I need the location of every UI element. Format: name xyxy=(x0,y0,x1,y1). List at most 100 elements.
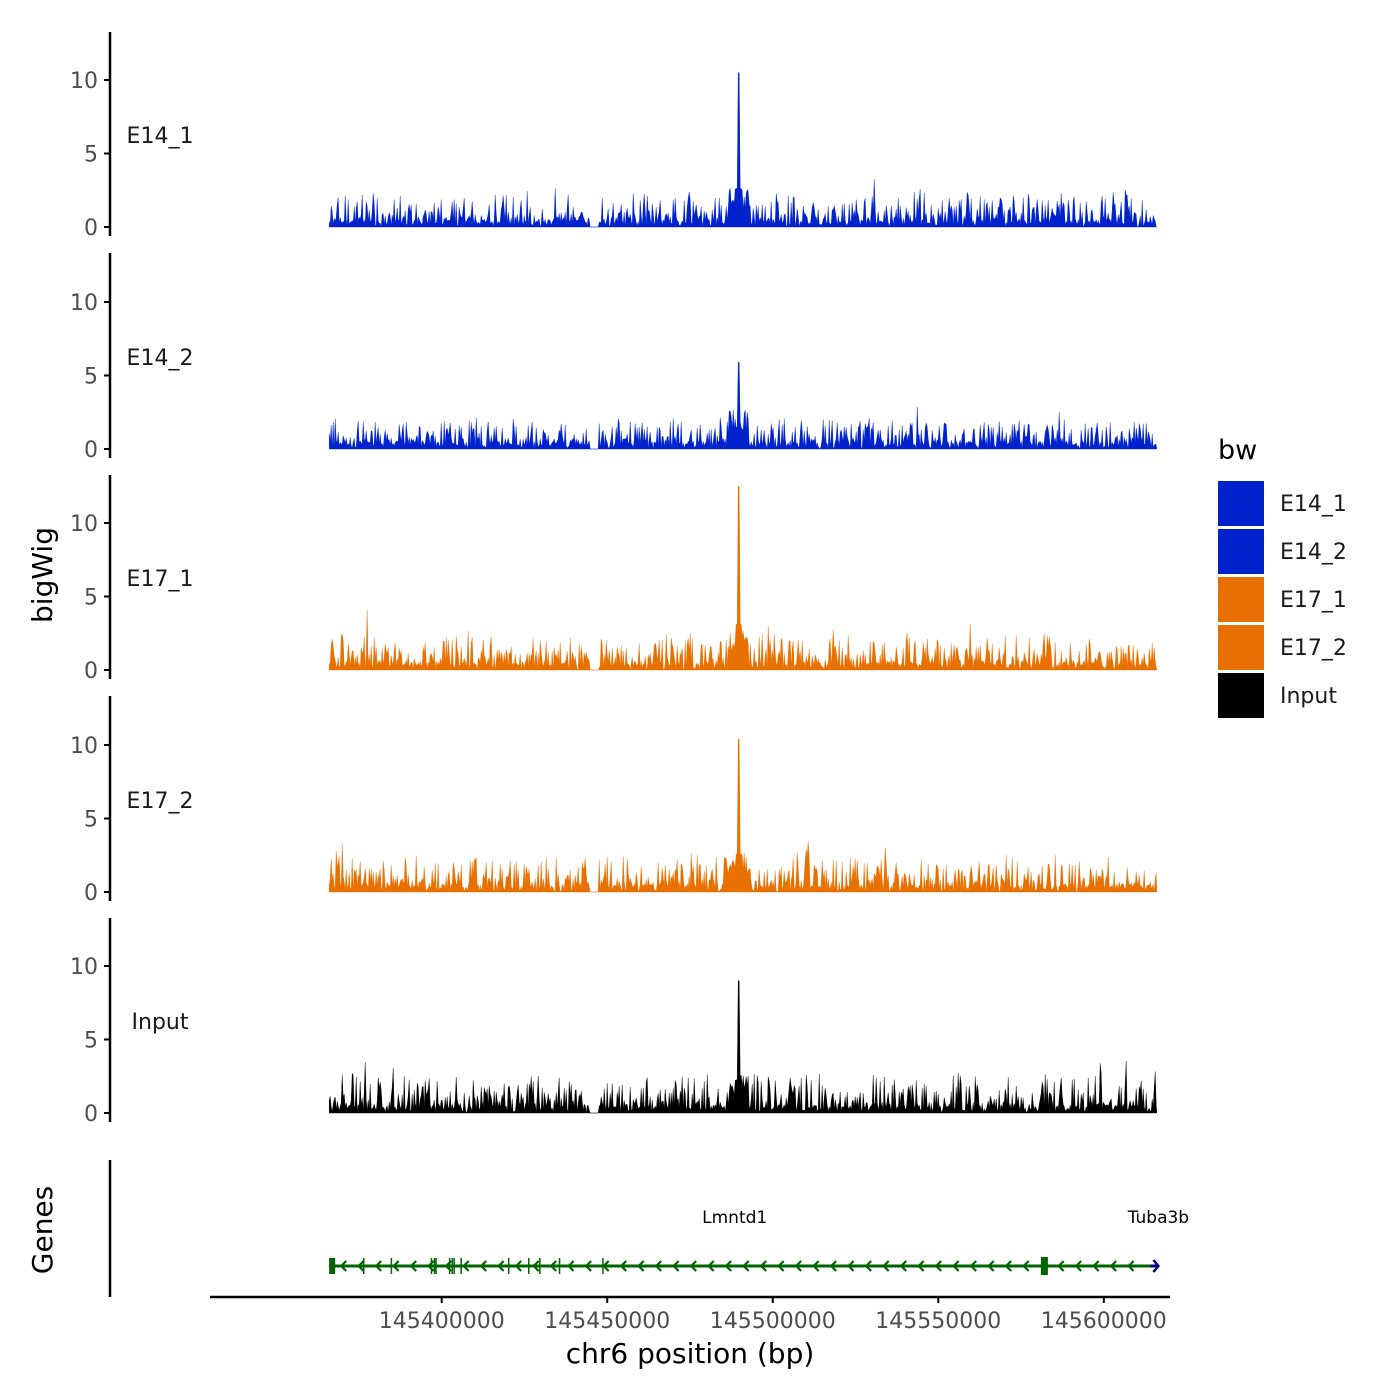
legend-swatch xyxy=(1218,481,1264,526)
gene-track: Lmntd1 Tuba3b xyxy=(108,1160,1189,1297)
track-e17-1: 0 5 10 E17_1 xyxy=(70,475,1158,684)
y-tick-label: 0 xyxy=(84,659,98,684)
strand-arrow xyxy=(409,1260,417,1272)
y-tick-label: 0 xyxy=(84,881,98,906)
x-axis: 145400000 145450000 145500000 145550000 1456… xyxy=(210,1295,1170,1334)
legend-item: Input xyxy=(1218,673,1337,718)
x-tick-label: 145550000 xyxy=(875,1309,1001,1334)
legend-label: E14_2 xyxy=(1280,540,1347,565)
strand-arrow xyxy=(759,1260,767,1272)
strand-arrow xyxy=(654,1260,662,1272)
gene-label: Tuba3b xyxy=(1127,1208,1189,1228)
strand-arrow xyxy=(794,1260,802,1272)
strand-arrow xyxy=(479,1260,487,1272)
strand-arrow xyxy=(392,1260,400,1272)
exon xyxy=(1040,1257,1048,1275)
strand-arrow xyxy=(1127,1260,1135,1272)
legend-item: E17_2 xyxy=(1218,625,1347,670)
strand-arrow xyxy=(514,1260,522,1272)
legend-swatch xyxy=(1218,673,1264,718)
strand-arrow xyxy=(427,1260,435,1272)
strand-arrow xyxy=(742,1260,750,1272)
signal-area-e14-1 xyxy=(329,72,1157,228)
gene-tuba3b: Tuba3b xyxy=(1127,1208,1189,1273)
strand-arrow xyxy=(1004,1260,1012,1272)
y-tick-label: 10 xyxy=(70,734,98,759)
strand-arrow xyxy=(567,1260,575,1272)
track-label: E14_1 xyxy=(127,124,194,149)
y-tick-label: 5 xyxy=(84,143,98,168)
y-tick-label: 5 xyxy=(84,1029,98,1054)
strand-arrow xyxy=(777,1260,785,1272)
strand-arrow xyxy=(969,1260,977,1272)
x-tick-label: 145400000 xyxy=(379,1309,505,1334)
legend-label: Input xyxy=(1280,684,1337,709)
strand-arrow xyxy=(1074,1260,1082,1272)
track-label: E14_2 xyxy=(127,346,194,371)
strand-arrow xyxy=(532,1260,540,1272)
legend-item: E14_1 xyxy=(1218,481,1347,526)
strand-arrow xyxy=(952,1260,960,1272)
y-tick-label: 10 xyxy=(70,69,98,94)
legend-label: E17_1 xyxy=(1280,588,1347,613)
y-axis-title: bigWig xyxy=(26,527,59,623)
signal-area-input xyxy=(329,980,1158,1114)
track-label: E17_1 xyxy=(127,567,194,592)
strand-arrow xyxy=(619,1260,627,1272)
strand-arrow xyxy=(847,1260,855,1272)
x-axis-title: chr6 position (bp) xyxy=(566,1337,815,1370)
bigwig-tracks: 0 5 10 E14_1 0 5 10 E14_2 0 5 10 E17_1 0 5 10 E17_2 0 5 10… xyxy=(70,32,1158,1127)
legend-title: bw xyxy=(1218,435,1257,466)
legend-label: E14_1 xyxy=(1280,492,1347,517)
strand-arrow xyxy=(549,1260,557,1272)
strand-arrow xyxy=(672,1260,680,1272)
legend-swatch xyxy=(1218,625,1264,670)
strand-arrow xyxy=(637,1260,645,1272)
strand-arrow xyxy=(444,1260,452,1272)
strand-arrow xyxy=(1022,1260,1030,1272)
strand-arrow xyxy=(462,1260,470,1272)
legend-swatch xyxy=(1218,577,1264,622)
strand-arrow xyxy=(374,1260,382,1272)
strand-arrow xyxy=(899,1260,907,1272)
legend-item: E14_2 xyxy=(1218,529,1347,574)
strand-arrow xyxy=(602,1260,610,1272)
x-tick-label: 145600000 xyxy=(1041,1309,1167,1334)
y-tick-label: 5 xyxy=(84,365,98,390)
strand-arrow xyxy=(934,1260,942,1272)
legend-label: E17_2 xyxy=(1280,636,1347,661)
strand-arrow xyxy=(917,1260,925,1272)
x-tick-label: 145500000 xyxy=(710,1309,836,1334)
strand-arrow xyxy=(1092,1260,1100,1272)
track-label: E17_2 xyxy=(127,789,194,814)
strand-arrow xyxy=(1152,1259,1161,1273)
strand-arrow xyxy=(339,1260,347,1272)
x-tick-label: 145450000 xyxy=(544,1309,670,1334)
legend: bw E14_1 E14_2 E17_1 E17_2 Input xyxy=(1218,435,1347,718)
gene-label: Lmntd1 xyxy=(702,1208,767,1228)
track-label: Input xyxy=(132,1010,189,1035)
strand-arrow xyxy=(1039,1260,1047,1272)
strand-arrow xyxy=(1109,1260,1117,1272)
strand-arrow xyxy=(689,1260,697,1272)
strand-arrow xyxy=(829,1260,837,1272)
y-tick-label: 10 xyxy=(70,512,98,537)
y-tick-label: 0 xyxy=(84,1102,98,1127)
strand-arrow xyxy=(357,1260,365,1272)
genes-axis-title: Genes xyxy=(26,1186,59,1274)
track-e17-2: 0 5 10 E17_2 xyxy=(70,696,1158,906)
strand-arrow xyxy=(864,1260,872,1272)
strand-arrow xyxy=(497,1260,505,1272)
legend-item: E17_1 xyxy=(1218,577,1347,622)
strand-arrow xyxy=(812,1260,820,1272)
gene-lmntd1: Lmntd1 xyxy=(329,1208,1151,1275)
y-tick-label: 0 xyxy=(84,216,98,241)
strand-arrow xyxy=(724,1260,732,1272)
strand-arrow xyxy=(584,1260,592,1272)
y-tick-label: 5 xyxy=(84,808,98,833)
signal-area-e14-2 xyxy=(329,362,1158,450)
y-tick-label: 5 xyxy=(84,586,98,611)
strand-arrow xyxy=(987,1260,995,1272)
y-tick-label: 0 xyxy=(84,438,98,463)
